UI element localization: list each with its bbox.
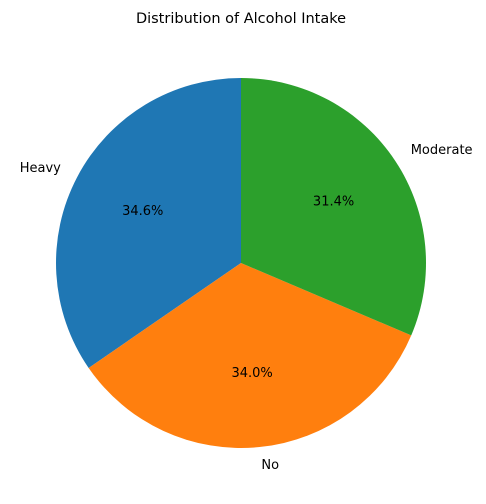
slice-label-no: No [261, 458, 279, 473]
slice-label-heavy: Heavy [20, 161, 61, 176]
pct-label-heavy: 34.6% [122, 204, 163, 219]
pie-slice-moderate [241, 78, 426, 336]
pie-slices [56, 78, 426, 448]
pct-label-no: 34.0% [231, 366, 272, 381]
chart-title: Distribution of Alcohol Intake [136, 11, 346, 27]
pie-slice-no [88, 263, 412, 448]
pie-labels: 34.6% Heavy 34.0% No 31.4% Moderate [20, 143, 473, 473]
pie-slice-heavy [56, 78, 241, 368]
pct-label-moderate: 31.4% [313, 194, 354, 209]
slice-label-moderate: Moderate [411, 143, 473, 158]
